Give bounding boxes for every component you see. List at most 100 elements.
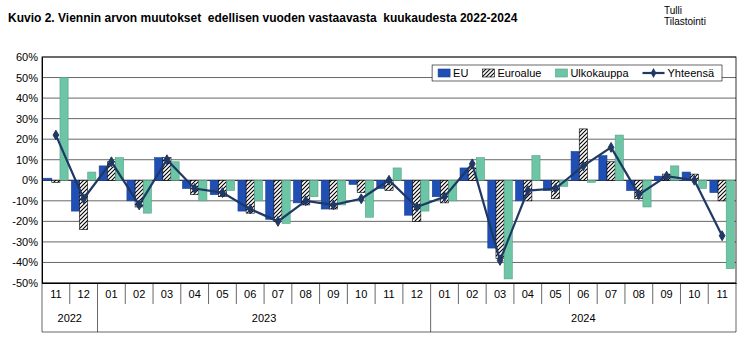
month-separator [541, 283, 542, 304]
legend-label: Yhteensä [668, 67, 715, 79]
x-tick-label: 09 [327, 288, 339, 300]
x-tick-label: 10 [355, 288, 367, 300]
x-tick: 03 [494, 283, 506, 300]
bar [80, 180, 88, 229]
marker [497, 255, 503, 265]
x-tick-label: 12 [78, 288, 90, 300]
month-separator [153, 283, 154, 304]
bar [421, 180, 429, 211]
marker [164, 155, 170, 165]
x-tick: 07 [605, 283, 617, 300]
bar [293, 180, 301, 203]
x-tick: 05 [216, 283, 228, 300]
y-tick: 20% [16, 133, 42, 145]
x-tick-label: 11 [383, 288, 394, 300]
marker [442, 192, 448, 202]
bar [476, 158, 484, 181]
month-separator [69, 283, 70, 304]
grid-line [42, 262, 736, 263]
y-tick: -50% [12, 277, 42, 289]
y-tick-label: -40% [12, 256, 38, 268]
y-tick: 30% [16, 113, 42, 125]
y-tick-label: -50% [12, 277, 38, 289]
x-tick: 06 [244, 283, 256, 300]
x-tick: 04 [189, 283, 201, 300]
marker [81, 194, 87, 204]
x-tick: 04 [522, 283, 534, 300]
marker [358, 194, 364, 204]
y-tick-label: 10% [16, 154, 38, 166]
marker [636, 190, 642, 200]
x-tick: 11 [383, 283, 394, 300]
x-tick: 05 [549, 283, 561, 300]
bar [365, 180, 373, 217]
marker [247, 204, 253, 214]
bar [274, 180, 282, 221]
y-tick-label: 30% [16, 113, 38, 125]
legend: EU Euroalue Ulkokauppa Yhteensä [432, 65, 722, 81]
marker [220, 188, 226, 198]
marker [580, 161, 586, 171]
legend-label: Euroalue [497, 67, 541, 79]
year-row-line [42, 332, 736, 333]
x-tick-label: 05 [216, 288, 228, 300]
bar [254, 180, 262, 201]
x-tick: 09 [660, 283, 672, 300]
month-separator [652, 283, 653, 304]
year-label: 2022 [58, 312, 82, 324]
marker [664, 171, 670, 181]
y-tick: -30% [12, 236, 42, 248]
y-tick-label: 20% [16, 133, 38, 145]
x-tick-label: 04 [522, 288, 534, 300]
bar [52, 180, 60, 182]
x-tick-label: 05 [549, 288, 561, 300]
legend-swatch [482, 69, 494, 77]
y-tick-label: 50% [16, 72, 38, 84]
marker [553, 184, 559, 194]
x-tick-label: 10 [688, 288, 700, 300]
legend-label: EU [453, 67, 468, 79]
x-tick-label: 02 [466, 288, 478, 300]
grid-line [42, 221, 736, 222]
y-tick-label: -20% [12, 215, 38, 227]
year-label: 2023 [252, 312, 276, 324]
year-separator [97, 283, 98, 332]
x-axis: 1112010203040506070809101112010203040506… [43, 283, 737, 300]
x-tick: 11 [716, 283, 727, 300]
bar [532, 156, 540, 181]
x-tick: 11 [50, 283, 61, 300]
x-tick: 02 [466, 283, 478, 300]
month-separator [569, 283, 570, 304]
bar [349, 180, 357, 184]
bar [357, 180, 365, 192]
y-axis: -50%-40%-30%-20%-10%0%10%20%30%40%50%60% [12, 51, 42, 289]
x-tick-label: 12 [411, 288, 423, 300]
bar [599, 156, 607, 181]
month-separator [347, 283, 348, 304]
line [56, 135, 722, 260]
bar [191, 180, 199, 194]
title: Kuvio 2. Viennin arvon muutokset edellis… [8, 11, 518, 25]
legend-item: Yhteensä [643, 67, 715, 79]
month-separator [375, 283, 376, 304]
x-tick: 02 [133, 283, 145, 300]
y-tick: 50% [16, 72, 42, 84]
bar [710, 180, 718, 192]
axis-line [43, 283, 737, 284]
legend-swatch [651, 68, 657, 78]
y-tick: 0% [22, 174, 42, 186]
grid [42, 57, 736, 283]
legend-item: Euroalue [482, 67, 541, 79]
x-tick: 01 [438, 283, 450, 300]
x-tick-label: 02 [133, 288, 145, 300]
bar-series [60, 78, 734, 279]
bar [246, 180, 254, 213]
x-tick: 06 [577, 283, 589, 300]
bar [302, 180, 310, 205]
month-separator [319, 283, 320, 304]
marker [525, 186, 531, 196]
year-separator [736, 283, 737, 332]
legend-item: Ulkokauppa [555, 67, 629, 79]
x-tick: 08 [300, 283, 312, 300]
month-separator [236, 283, 237, 304]
